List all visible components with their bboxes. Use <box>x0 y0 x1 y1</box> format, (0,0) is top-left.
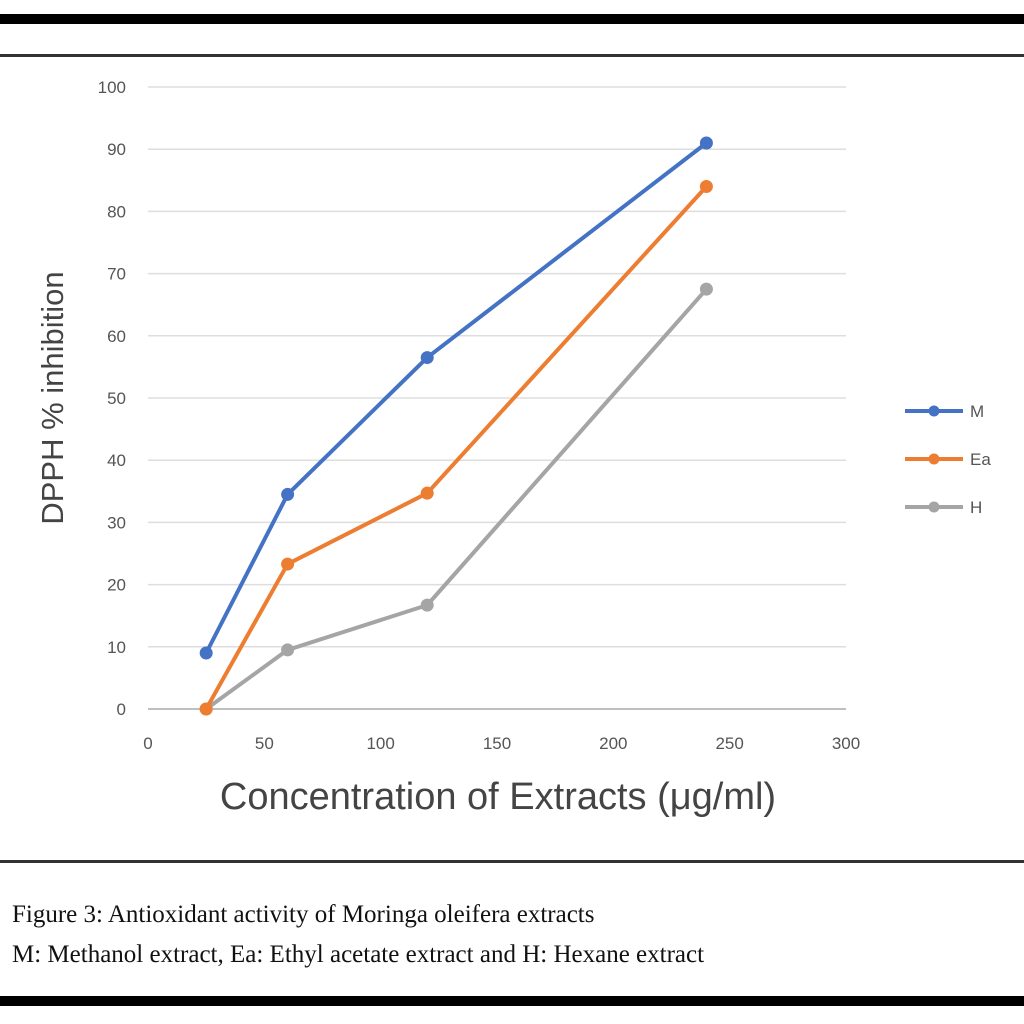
data-point-ea <box>281 557 295 571</box>
y-tick-label: 20 <box>107 576 126 595</box>
gridlines <box>148 86 846 710</box>
series-lines <box>199 136 713 716</box>
y-axis-title: DPPH % inhibition <box>35 271 70 525</box>
chart-frame-top <box>0 54 1024 57</box>
data-point-h <box>699 282 713 296</box>
legend-label-ea: Ea <box>970 450 991 469</box>
data-point-m <box>281 487 295 501</box>
legend-swatch-marker-ea <box>928 453 940 465</box>
x-tick-label: 250 <box>715 734 743 753</box>
x-tick-label: 300 <box>832 734 860 753</box>
series-line-m <box>204 140 709 656</box>
figure-caption-title: Figure 3: Antioxidant activity of Moring… <box>12 901 595 928</box>
data-point-ea <box>699 180 713 194</box>
y-tick-label: 80 <box>107 202 126 221</box>
y-tick-label: 50 <box>107 389 126 408</box>
legend: M Ea H <box>905 402 991 517</box>
data-point-m <box>199 646 213 660</box>
y-tick-label: 30 <box>107 513 126 532</box>
x-tick-label: 0 <box>143 734 152 753</box>
x-tick-label: 50 <box>255 734 274 753</box>
data-point-ea <box>420 486 434 500</box>
legend-swatch-marker-h <box>928 501 940 513</box>
legend-swatch-marker-m <box>928 405 940 417</box>
legend-label-m: M <box>970 402 984 421</box>
data-point-h <box>420 598 434 612</box>
y-tick-label: 70 <box>107 265 126 284</box>
x-axis-title: Concentration of Extracts (μg/ml) <box>219 776 777 818</box>
tick-labels: 0 10 20 30 40 50 60 70 80 90 100 0 50 100 150 200 250 300 <box>98 78 861 753</box>
figure-caption-legend: M: Methanol extract, Ea: Ethyl acetate e… <box>12 941 705 968</box>
x-tick-label: 150 <box>483 734 511 753</box>
y-tick-label: 100 <box>98 78 126 97</box>
top-border <box>0 14 1024 24</box>
chart-frame-bottom <box>0 860 1024 863</box>
bottom-border <box>0 996 1024 1006</box>
y-tick-label: 10 <box>107 638 126 657</box>
data-point-m <box>420 351 434 365</box>
y-tick-label: 90 <box>107 140 126 159</box>
legend-label-h: H <box>970 498 982 517</box>
y-tick-label: 60 <box>107 327 126 346</box>
data-point-m <box>699 136 713 150</box>
y-tick-label: 40 <box>107 451 126 470</box>
data-point-ea <box>199 702 213 716</box>
x-tick-label: 100 <box>366 734 394 753</box>
y-tick-label: 0 <box>117 700 126 719</box>
series-line-h <box>204 287 709 711</box>
series-line-ea <box>204 184 709 711</box>
data-point-h <box>281 643 295 657</box>
x-tick-label: 200 <box>599 734 627 753</box>
